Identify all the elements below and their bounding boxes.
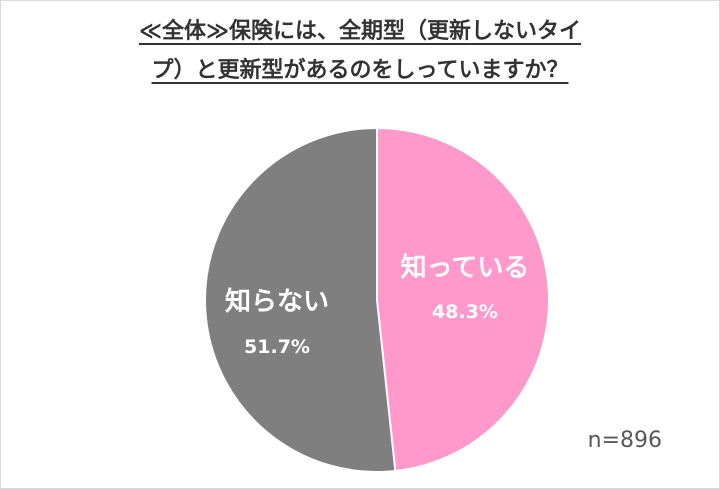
sample-size-label: n=896 bbox=[587, 428, 662, 453]
slice-category-label: 知らない bbox=[225, 287, 329, 317]
slice-value-label: 48.3% bbox=[432, 301, 498, 323]
chart-title-line-1: ≪全体≫保険には、全期型（更新しないタイ bbox=[138, 19, 582, 44]
pie-slice-knows bbox=[376, 126, 550, 473]
slice-value-label: 51.7% bbox=[244, 336, 310, 358]
chart-title: ≪全体≫保険には、全期型（更新しないタイ プ）と更新型があるのをしっていますか？ bbox=[0, 12, 720, 90]
chart-title-line-2: プ）と更新型があるのをしっていますか？ bbox=[151, 58, 569, 83]
pie-slice-does-not-know bbox=[204, 126, 397, 473]
pie-slices bbox=[204, 126, 550, 473]
slice-category-label: 知っている bbox=[401, 253, 530, 283]
pie-labels: 知っている 48.3% 知らない 51.7% bbox=[225, 253, 529, 358]
